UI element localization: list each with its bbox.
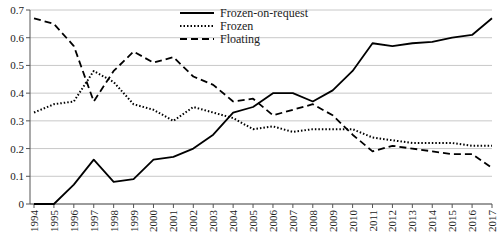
chart-svg: 0 0.1 0.2 0.3 0.4 0.5 0.6 0.7 1994 1995 1996 1997 19…	[0, 0, 500, 244]
x-tick	[492, 204, 493, 208]
y-tick	[26, 37, 30, 38]
x-tick-label: 2004	[227, 210, 239, 233]
x-tick-label: 2003	[207, 210, 219, 233]
x-tick-label: 2007	[287, 210, 299, 233]
x-tick	[153, 204, 154, 208]
x-tick-label: 2017	[486, 210, 498, 233]
x-tick-label: 2008	[307, 210, 319, 233]
x-axis	[30, 204, 492, 205]
series-line	[34, 18, 492, 204]
x-tick	[312, 204, 313, 208]
x-tick-label: 2009	[327, 210, 339, 233]
x-tick-label: 1998	[108, 210, 120, 233]
x-tick-label: 1999	[128, 210, 140, 233]
x-tick	[432, 204, 433, 208]
grid-line	[30, 93, 492, 94]
x-tick-label: 2012	[386, 210, 398, 232]
x-tick	[193, 204, 194, 208]
x-tick-label: 2005	[247, 210, 259, 233]
y-tick-label: 0.2	[10, 143, 24, 155]
y-tick-label: 0	[19, 198, 25, 210]
x-tick	[392, 204, 393, 208]
series-line	[34, 71, 492, 146]
y-tick	[26, 148, 30, 149]
grid-line	[30, 65, 492, 66]
y-tick-label: 0.4	[10, 87, 24, 99]
legend-swatch	[180, 12, 214, 14]
y-tick-label: 0.3	[10, 115, 24, 127]
y-tick-label: 0.1	[10, 170, 24, 182]
legend: Frozen-on-requestFrozenFloating	[180, 6, 309, 46]
x-tick	[452, 204, 453, 208]
y-tick	[26, 204, 30, 205]
grid-line	[30, 148, 492, 149]
x-tick	[233, 204, 234, 208]
y-tick	[26, 10, 30, 11]
y-axis	[30, 10, 31, 204]
legend-label: Floating	[220, 32, 260, 46]
x-tick-label: 2011	[367, 210, 379, 232]
x-tick-label: 2014	[426, 210, 438, 233]
y-tick	[26, 120, 30, 121]
x-tick	[472, 204, 473, 208]
x-tick-label: 2010	[347, 210, 359, 233]
x-tick-label: 2000	[147, 210, 159, 233]
x-tick-label: 2013	[406, 210, 418, 233]
x-tick-label: 2006	[267, 210, 279, 233]
x-tick-label: 1994	[28, 210, 40, 233]
grid-line	[30, 120, 492, 121]
x-tick	[332, 204, 333, 208]
x-tick-label: 2015	[446, 210, 458, 233]
x-tick	[133, 204, 134, 208]
y-tick	[26, 176, 30, 177]
x-tick	[412, 204, 413, 208]
x-tick-label: 2002	[187, 210, 199, 232]
x-tick-label: 2001	[167, 210, 179, 232]
x-tick	[292, 204, 293, 208]
grid-line	[30, 37, 492, 38]
x-tick-label: 1997	[88, 210, 100, 233]
y-tick-label: 0.5	[10, 59, 24, 71]
x-tick	[372, 204, 373, 208]
grid-line	[30, 176, 492, 177]
y-tick	[26, 93, 30, 94]
legend-swatch	[180, 38, 214, 40]
y-tick-label: 0.6	[10, 32, 24, 44]
legend-label: Frozen-on-request	[220, 6, 309, 20]
y-tick	[26, 65, 30, 66]
x-tick	[73, 204, 74, 208]
grid-line	[30, 204, 492, 205]
legend-label: Frozen	[220, 19, 253, 33]
series-line	[34, 18, 492, 168]
x-tick	[253, 204, 254, 208]
x-tick-label: 2016	[466, 210, 478, 233]
x-tick	[272, 204, 273, 208]
plot-area	[34, 18, 492, 204]
x-tick	[173, 204, 174, 208]
y-tick-label: 0.7	[10, 4, 24, 16]
x-tick-label: 1996	[68, 210, 80, 233]
x-tick	[352, 204, 353, 208]
x-tick-label: 1995	[48, 210, 60, 233]
legend-swatch	[180, 25, 214, 27]
x-tick	[213, 204, 214, 208]
chart-container: 0 0.1 0.2 0.3 0.4 0.5 0.6 0.7 1994 1995 1996 1997 19…	[0, 0, 500, 244]
x-tick	[113, 204, 114, 208]
x-tick	[93, 204, 94, 208]
